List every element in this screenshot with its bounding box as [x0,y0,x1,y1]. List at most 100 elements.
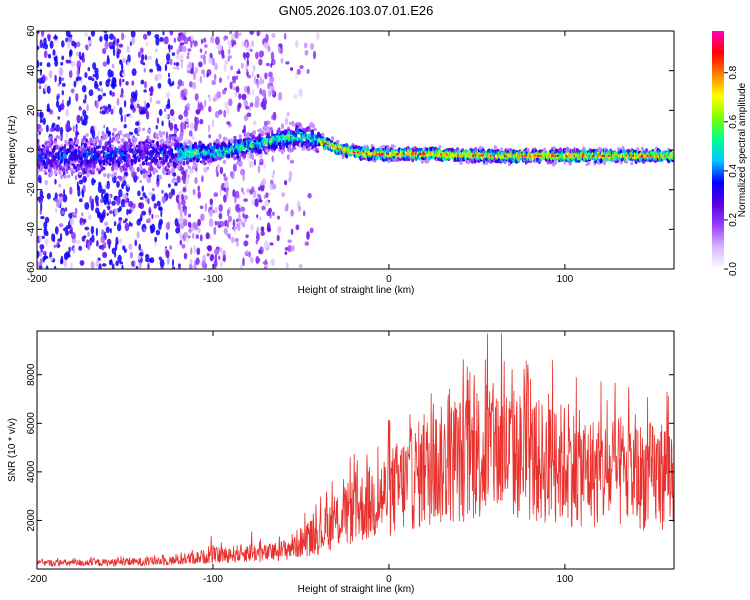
spectrogram-noise-blob [146,102,150,108]
spectrogram-noise-blob [249,31,255,35]
spectrogram-noise-blob [168,183,171,188]
spectrogram-noise-blob [183,195,188,201]
spectrogram-noise-blob [103,193,109,199]
spectrogram-ridge-blob [53,138,58,142]
spectrogram-ridge-blob [251,147,255,154]
snr-ytick-label: 2000 [26,509,37,532]
spectrogram-noise-blob [119,176,123,182]
spectrogram-ridge-blob [336,139,340,143]
spectrogram-noise-blob [53,244,57,248]
spectrogram-noise-blob [92,62,97,70]
spectrogram-noise-blob [122,78,125,83]
spectrogram-ridge-blob [667,159,671,164]
spectrogram-ridge-blob [83,149,87,154]
spectrogram-ridge-blob [387,159,391,164]
spectrogram-noise-blob [218,255,221,261]
spectrogram-noise-blob [118,43,124,48]
spectrogram-ridge-blob [58,135,62,140]
spectrogram-noise-blob [84,32,89,38]
spectrogram-ridge-blob [107,140,111,146]
spectrogram-ridge-blob [187,139,191,145]
spectrogram-noise-blob [54,74,57,83]
spectrogram-noise-blob [84,72,88,79]
spectrogram-noise-blob [176,49,180,55]
spectrogram-ridge-blob [256,141,260,145]
spectrogram-ridge-blob [75,139,80,145]
spectrogram-noise-blob [54,192,58,200]
spectrogram-ridge-blob [236,155,240,159]
spectrogram-ridge-blob [163,141,168,145]
spectrogram-noise-blob [253,158,256,166]
snr-ylabel: SNR (10 * v/v) [7,418,18,482]
spectrogram-noise-blob [111,200,116,206]
spectrogram-noise-blob [174,218,179,227]
spectrogram-noise-blob [201,260,207,269]
spectrogram-noise-blob [148,192,154,196]
spectrogram-ytick-label: -60 [26,261,37,276]
spectrogram-noise-blob [195,257,200,265]
spectrogram-noise-blob [106,180,110,190]
spectrogram-noise-blob [95,72,99,81]
spectrogram-noise-blob [122,57,127,64]
spectrogram-noise-blob [193,245,196,254]
spectrogram-noise-blob [69,186,73,195]
spectrogram-ridge-blob [111,174,115,178]
spectrogram-ridge-blob [142,153,146,159]
spectrogram-noise-blob [280,57,284,64]
spectrogram-noise-blob [234,90,238,98]
spectrogram-ridge-blob [141,161,146,166]
spectrogram-noise-blob [214,248,220,256]
spectrogram-noise-blob [151,193,156,202]
spectrogram-ridge-blob [131,136,135,141]
spectrogram-noise-blob [268,207,272,213]
spectrogram-ridge-blob [139,163,143,168]
spectrogram-noise-blob [181,243,186,249]
spectrogram-noise-blob [111,63,115,69]
spectrogram-ridge-blob [82,135,87,141]
spectrogram-noise-blob [312,50,317,60]
spectrogram-noise-blob [70,61,76,67]
spectrogram-noise-blob [177,85,180,90]
spectrogram-noise-blob [316,31,320,40]
spectrogram-noise-blob [102,61,108,67]
spectrogram-noise-blob [235,190,240,199]
spectrogram-noise-blob [180,127,184,133]
spectrogram-xlabel: Height of straight line (km) [298,285,415,296]
spectrogram-ridge-blob [213,140,217,143]
spectrogram-noise-blob [241,187,244,193]
spectrogram-ridge-blob [158,156,162,161]
spectrogram-noise-blob [211,57,215,66]
spectrogram-noise-blob [39,118,43,124]
spectrogram-noise-blob [87,231,90,237]
spectrogram-ridge-blob [63,148,67,153]
spectrogram-ridge-blob [294,132,298,138]
spectrogram-noise-blob [298,264,303,268]
spectrogram-ridge-blob [176,160,180,164]
spectrogram-noise-blob [104,221,109,227]
spectrogram-ridge-blob [121,138,125,144]
spectrogram-noise-blob [169,109,175,117]
spectrogram-noise-blob [149,257,152,263]
spectrogram-noise-blob [165,249,170,259]
spectrogram-noise-blob [95,227,98,237]
spectrogram-noise-blob [67,37,73,43]
spectrogram-noise-blob [156,117,160,124]
spectrogram-noise-blob [158,221,162,231]
spectrogram-noise-blob [102,92,107,97]
spectrogram-noise-blob [137,190,141,197]
spectrogram-noise-blob [39,258,43,267]
spectrogram-noise-blob [182,175,185,180]
spectrogram-noise-blob [99,81,103,86]
spectrogram-noise-blob [182,123,185,129]
spectrogram-noise-blob [37,250,40,259]
spectrogram-noise-blob [70,88,75,94]
spectrogram-noise-blob [48,70,53,79]
spectrogram-noise-blob [271,155,274,163]
spectrogram-ridge-blob [155,136,160,140]
spectrogram-noise-blob [285,262,289,269]
snr-xtick-label: 0 [386,574,392,585]
spectrogram-noise-blob [183,36,189,45]
spectrogram-noise-blob [118,189,123,198]
spectrogram-noise-blob [250,223,254,231]
spectrogram-ridge-blob [474,147,478,152]
